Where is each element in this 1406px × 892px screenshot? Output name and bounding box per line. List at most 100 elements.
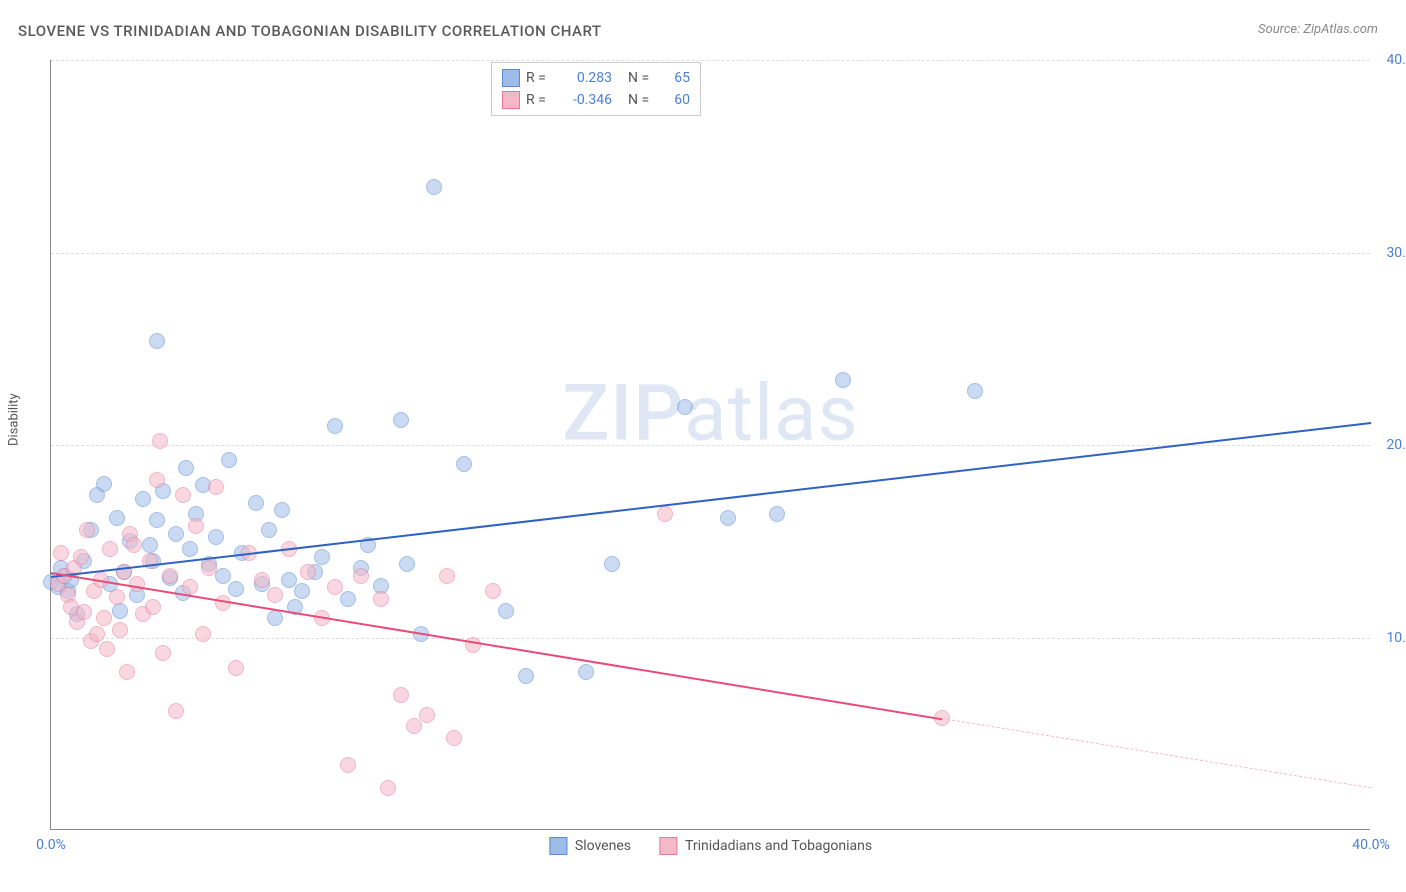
scatter-point (393, 412, 409, 428)
x-tick-label: 40.0% (1352, 837, 1390, 853)
scatter-point (327, 579, 343, 595)
scatter-point (142, 537, 158, 553)
gridline (51, 60, 1370, 61)
scatter-point (201, 560, 217, 576)
r-label: R = (526, 92, 554, 108)
scatter-point (373, 591, 389, 607)
scatter-point (353, 568, 369, 584)
scatter-point (221, 452, 237, 468)
scatter-point (267, 610, 283, 626)
scatter-point (456, 456, 472, 472)
legend-stat-row: R = -0.346 N = 60 (502, 89, 690, 111)
scatter-point (446, 730, 462, 746)
scatter-point (248, 495, 264, 511)
scatter-point (96, 476, 112, 492)
scatter-point (498, 603, 514, 619)
y-tick-label: 40.0% (1386, 52, 1406, 68)
scatter-point (578, 664, 594, 680)
scatter-point (119, 664, 135, 680)
scatter-point (419, 707, 435, 723)
n-label: N = (628, 92, 656, 108)
scatter-point (294, 583, 310, 599)
scatter-point (340, 757, 356, 773)
scatter-point (426, 179, 442, 195)
legend-stat-row: R = 0.283 N = 65 (502, 67, 690, 89)
source-attribution: Source: ZipAtlas.com (1258, 22, 1378, 37)
gridline (51, 253, 1370, 254)
scatter-point (109, 589, 125, 605)
scatter-point (99, 641, 115, 657)
scatter-point (274, 502, 290, 518)
scatter-point (677, 399, 693, 415)
scatter-point (228, 581, 244, 597)
scatter-point (149, 472, 165, 488)
legend-item: Slovenes (549, 837, 631, 855)
scatter-point (281, 572, 297, 588)
n-label: N = (628, 70, 656, 86)
x-tick-label: 0.0% (36, 837, 66, 853)
scatter-point (76, 604, 92, 620)
legend-label: Slovenes (575, 838, 631, 854)
scatter-point (267, 587, 283, 603)
scatter-point (340, 591, 356, 607)
legend-stats-box: R = 0.283 N = 65 R = -0.346 N = 60 (491, 62, 701, 116)
scatter-point (182, 541, 198, 557)
scatter-point (485, 583, 501, 599)
legend-swatch (502, 91, 520, 109)
scatter-point (178, 460, 194, 476)
scatter-point (967, 383, 983, 399)
scatter-point (314, 549, 330, 565)
scatter-point (53, 545, 69, 561)
scatter-point (228, 660, 244, 676)
scatter-point (261, 522, 277, 538)
r-value: -0.346 (560, 92, 612, 108)
legend-item: Trinidadians and Tobagonians (659, 837, 872, 855)
scatter-point (79, 522, 95, 538)
scatter-point (162, 568, 178, 584)
scatter-point (254, 572, 270, 588)
plot-area: ZIPatlas R =0.283N =65R =-0.346N =60 Slo… (50, 60, 1370, 830)
scatter-point (518, 668, 534, 684)
scatter-point (439, 568, 455, 584)
scatter-point (300, 564, 316, 580)
scatter-point (406, 718, 422, 734)
scatter-point (657, 506, 673, 522)
scatter-point (126, 537, 142, 553)
trend-line (942, 718, 1371, 788)
scatter-point (152, 433, 168, 449)
scatter-point (188, 518, 204, 534)
y-tick-label: 20.0% (1386, 437, 1406, 453)
scatter-point (208, 479, 224, 495)
y-axis-label: Disability (7, 393, 22, 446)
scatter-point (208, 529, 224, 545)
scatter-point (399, 556, 415, 572)
legend-swatch (659, 837, 677, 855)
scatter-point (168, 703, 184, 719)
scatter-point (112, 622, 128, 638)
scatter-point (835, 372, 851, 388)
scatter-point (145, 599, 161, 615)
scatter-point (380, 780, 396, 796)
scatter-point (195, 626, 211, 642)
scatter-point (393, 687, 409, 703)
scatter-point (175, 487, 191, 503)
scatter-point (102, 541, 118, 557)
scatter-point (168, 526, 184, 542)
scatter-point (135, 491, 151, 507)
scatter-point (720, 510, 736, 526)
r-label: R = (526, 70, 554, 86)
n-value: 65 (662, 70, 690, 86)
scatter-point (73, 549, 89, 565)
r-value: 0.283 (560, 70, 612, 86)
scatter-point (327, 418, 343, 434)
gridline (51, 638, 1370, 639)
scatter-point (89, 626, 105, 642)
chart-title: SLOVENE VS TRINIDADIAN AND TOBAGONIAN DI… (18, 22, 602, 40)
scatter-point (604, 556, 620, 572)
y-tick-label: 10.0% (1386, 630, 1406, 646)
scatter-point (155, 645, 171, 661)
legend-label: Trinidadians and Tobagonians (685, 838, 872, 854)
scatter-point (96, 610, 112, 626)
n-value: 60 (662, 92, 690, 108)
legend-swatch (502, 69, 520, 87)
